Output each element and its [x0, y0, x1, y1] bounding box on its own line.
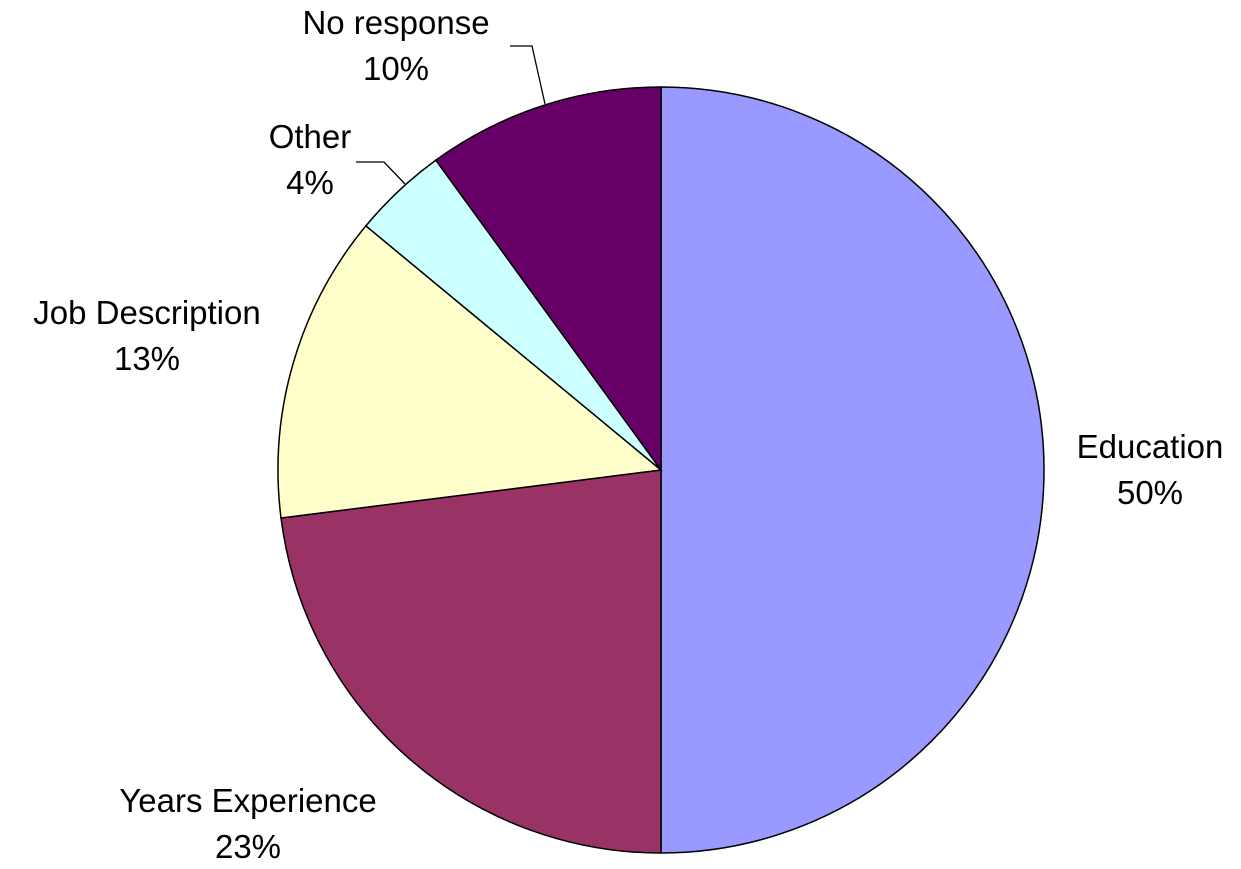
slice-label-years-experience: Years Experience — [119, 782, 376, 819]
slice-label-no-response: No response — [302, 4, 489, 41]
slices-layer — [277, 86, 1045, 854]
slice-label-education: Education — [1077, 428, 1224, 465]
slice-value-no-response: 10% — [363, 50, 429, 87]
leader-line-no-response — [510, 45, 546, 105]
leader-lines-layer — [356, 45, 546, 185]
leader-line-other — [356, 161, 406, 185]
pie-slice-job-description — [277, 224, 663, 519]
labels-layer: Education 50% Years Experience 23% Job Descr… — [33, 4, 1223, 865]
pie-slice-education — [660, 86, 1045, 854]
slice-label-job-description: Job Description — [33, 294, 260, 331]
slice-value-other: 4% — [286, 164, 334, 201]
slice-value-job-description: 13% — [114, 340, 180, 377]
slice-value-education: 50% — [1117, 474, 1183, 511]
pie-slice-no-response — [434, 86, 662, 473]
slice-value-years-experience: 23% — [215, 828, 281, 865]
pie-slice-years-experience — [280, 469, 662, 854]
slice-label-other: Other — [269, 118, 352, 155]
